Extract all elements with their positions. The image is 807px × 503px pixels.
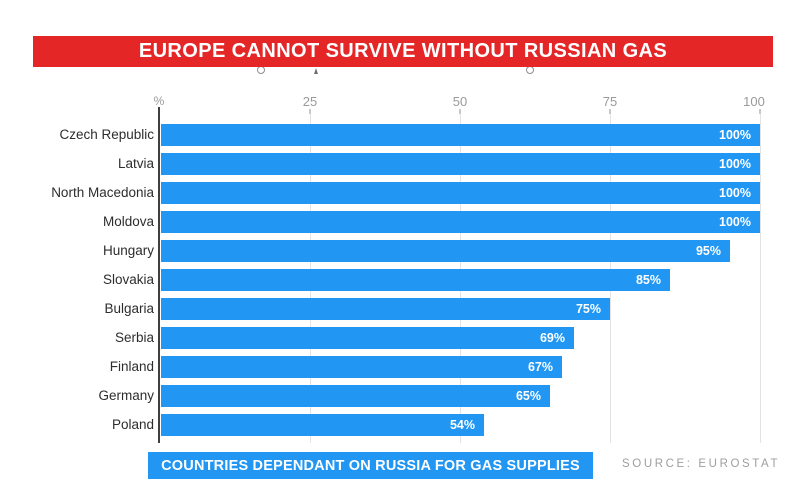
x-axis-unit-label: % (153, 94, 165, 108)
bar: 67% (161, 356, 562, 378)
country-label: Serbia (114, 330, 154, 345)
obscured-title-fragment (314, 68, 318, 74)
axis-tick (759, 109, 761, 114)
value-label: 75% (575, 302, 601, 316)
x-axis-tick-label: 50 (452, 94, 468, 109)
bar: 100% (161, 182, 760, 204)
caption-box: COUNTRIES DEPENDANT ON RUSSIA FOR GAS SU… (148, 452, 593, 479)
bar: 100% (161, 153, 760, 175)
gridline (759, 114, 761, 443)
value-label: 100% (719, 186, 751, 200)
bar: 54% (161, 414, 484, 436)
country-label: North Macedonia (51, 185, 154, 200)
country-label: Finland (109, 359, 154, 374)
value-label: 100% (719, 128, 751, 142)
bar: 100% (161, 211, 760, 233)
axis-tick (309, 109, 311, 114)
country-label: Poland (111, 417, 154, 432)
value-label: 100% (719, 157, 751, 171)
obscured-title-fragment (526, 66, 534, 74)
x-axis-tick-label: 100 (743, 94, 765, 109)
value-label: 100% (719, 215, 751, 229)
bar: 65% (161, 385, 550, 407)
x-axis-tick-label: 25 (302, 94, 318, 109)
y-axis-line (158, 107, 160, 443)
country-label: Bulgaria (104, 301, 154, 316)
bar: 69% (161, 327, 574, 349)
value-label: 54% (449, 418, 475, 432)
bar: 100% (161, 124, 760, 146)
value-label: 65% (515, 389, 541, 403)
obscured-title-fragment (257, 66, 265, 74)
bar: 85% (161, 269, 670, 291)
value-label: 95% (695, 244, 721, 258)
source-credit: SOURCE: EUROSTAT (622, 458, 781, 470)
axis-tick (459, 109, 461, 114)
headline-text: EUROPE CANNOT SURVIVE WITHOUT RUSSIAN GA… (138, 40, 668, 62)
country-label: Latvia (117, 156, 154, 171)
country-label: Slovakia (102, 272, 154, 287)
bar: 95% (161, 240, 730, 262)
x-axis-tick-label: 75 (602, 94, 618, 109)
country-label: Moldova (102, 214, 154, 229)
country-label: Czech Republic (59, 127, 154, 142)
value-label: 85% (635, 273, 661, 287)
axis-tick (609, 109, 611, 114)
caption-text: COUNTRIES DEPENDANT ON RUSSIA FOR GAS SU… (161, 457, 580, 474)
headline-banner: EUROPE CANNOT SURVIVE WITHOUT RUSSIAN GA… (33, 36, 773, 67)
value-label: 67% (527, 360, 553, 374)
country-label: Hungary (102, 243, 154, 258)
value-label: 69% (539, 331, 565, 345)
country-label: Germany (98, 388, 154, 403)
bar: 75% (161, 298, 610, 320)
